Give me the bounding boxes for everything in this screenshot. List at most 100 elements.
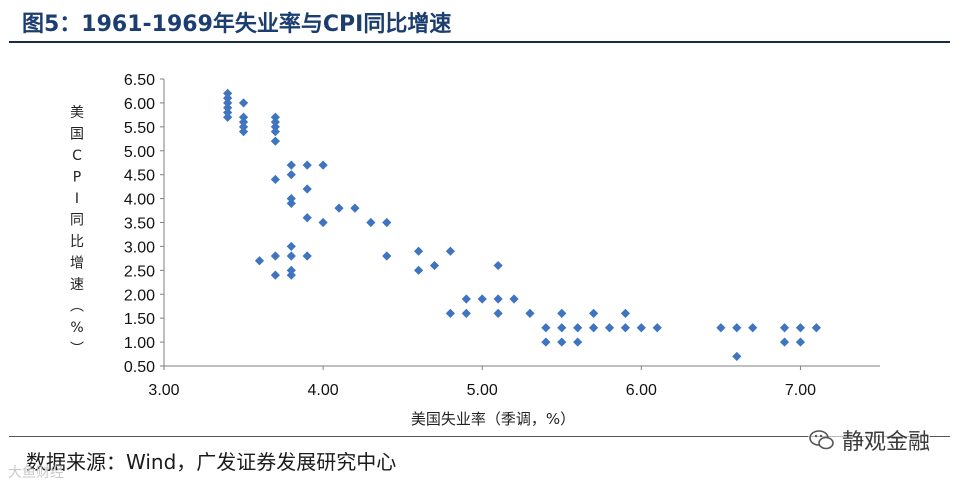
y-tick-label: 6.00: [124, 96, 155, 113]
data-point: [589, 323, 599, 333]
data-point: [445, 246, 455, 256]
data-points: [223, 88, 821, 362]
data-point: [350, 203, 360, 213]
data-point: [652, 323, 662, 333]
x-tick-label: 7.00: [785, 382, 816, 399]
y-tick-label: 1.00: [124, 335, 155, 352]
data-point: [223, 93, 233, 103]
data-point: [238, 127, 249, 137]
data-point: [302, 251, 312, 261]
data-point: [779, 323, 790, 333]
data-point: [525, 308, 535, 318]
data-point: [223, 88, 233, 98]
y-axis-label-char: 同: [70, 213, 84, 229]
data-point: [620, 308, 631, 318]
y-axis-label-char: 国: [70, 127, 84, 143]
data-point: [620, 323, 631, 333]
data-point: [557, 337, 567, 347]
data-point: [318, 160, 328, 170]
data-point: [302, 160, 312, 170]
y-axis-label-char: C: [72, 148, 82, 164]
data-point: [429, 260, 440, 271]
y-axis-label-char: 比: [70, 234, 84, 250]
x-axis-label: 美国失业率（季调，%）: [411, 410, 575, 428]
data-point: [413, 265, 424, 275]
y-axis-label-char: P: [73, 170, 81, 186]
y-tick-label: 5.00: [124, 144, 155, 161]
data-point: [238, 122, 249, 132]
data-point: [382, 251, 392, 261]
data-point: [223, 103, 233, 113]
data-point: [334, 203, 344, 213]
y-axis-label-char: ︶: [70, 342, 84, 358]
data-point: [557, 308, 567, 318]
x-tick-label: 3.00: [148, 382, 179, 399]
data-point: [286, 251, 296, 261]
data-point: [286, 170, 296, 180]
data-point: [795, 337, 806, 347]
data-point: [589, 308, 599, 318]
data-point: [286, 193, 296, 204]
y-tick-label: 0.50: [124, 359, 155, 376]
data-point: [509, 294, 519, 304]
data-point: [270, 174, 280, 185]
data-point: [238, 112, 249, 122]
data-point: [461, 308, 471, 318]
x-ticks: 3.00 4.00 5.00 6.00 7.00: [148, 366, 816, 399]
data-point: [270, 117, 280, 127]
data-point: [254, 256, 265, 266]
data-point: [270, 112, 280, 122]
y-tick-label: 1.50: [124, 311, 155, 328]
y-tick-label: 3.00: [124, 239, 155, 256]
y-tick-label: 5.50: [124, 120, 155, 137]
data-point: [493, 260, 503, 271]
data-point: [238, 98, 249, 108]
data-point: [286, 270, 296, 280]
data-point: [573, 323, 583, 333]
data-point: [748, 323, 758, 333]
data-point: [366, 217, 376, 228]
data-point: [223, 98, 233, 108]
figure-title: 图5：1961-1969年失业率与CPI同比增速: [22, 12, 452, 37]
data-point: [302, 184, 312, 194]
data-point: [445, 308, 455, 318]
data-point: [493, 294, 503, 304]
y-axis-label-char: 美: [70, 105, 84, 121]
y-axis-label-char: %: [70, 320, 83, 336]
data-point: [318, 217, 328, 228]
data-point: [382, 217, 392, 228]
watermark-left: 大鱼财经: [8, 465, 64, 481]
data-point: [477, 294, 487, 304]
data-point: [286, 160, 296, 170]
data-point: [270, 270, 280, 280]
data-point: [270, 251, 280, 261]
source-rule: [9, 436, 950, 437]
y-tick-label: 6.50: [124, 72, 155, 89]
data-point: [270, 136, 280, 146]
data-point: [286, 198, 296, 208]
title-rule: [9, 41, 950, 43]
data-point: [811, 323, 821, 333]
y-tick-label: 3.50: [124, 216, 155, 233]
y-tick-label: 2.50: [124, 263, 155, 280]
x-tick-label: 5.00: [467, 382, 498, 399]
data-point: [493, 308, 503, 318]
source-note: 数据来源：Wind，广发证券发展研究中心: [26, 450, 397, 474]
data-point: [302, 213, 312, 223]
data-point: [413, 246, 424, 256]
data-point: [223, 107, 233, 118]
data-point: [604, 323, 615, 333]
data-point: [573, 337, 583, 347]
data-point: [270, 127, 280, 137]
y-tick-label: 4.00: [124, 192, 155, 209]
y-ticks: 6.50 6.00 5.50 5.00 4.50 4.00 3.50 3.00 2.50 2.00…: [124, 72, 164, 376]
watermark-right: 静观金融: [808, 424, 931, 456]
data-point: [541, 337, 551, 347]
y-axis-label-char: I: [75, 191, 79, 207]
data-point: [732, 323, 742, 333]
y-axis-label-char: ︵: [70, 299, 84, 315]
data-point: [238, 117, 249, 127]
x-tick-label: 4.00: [308, 382, 339, 399]
